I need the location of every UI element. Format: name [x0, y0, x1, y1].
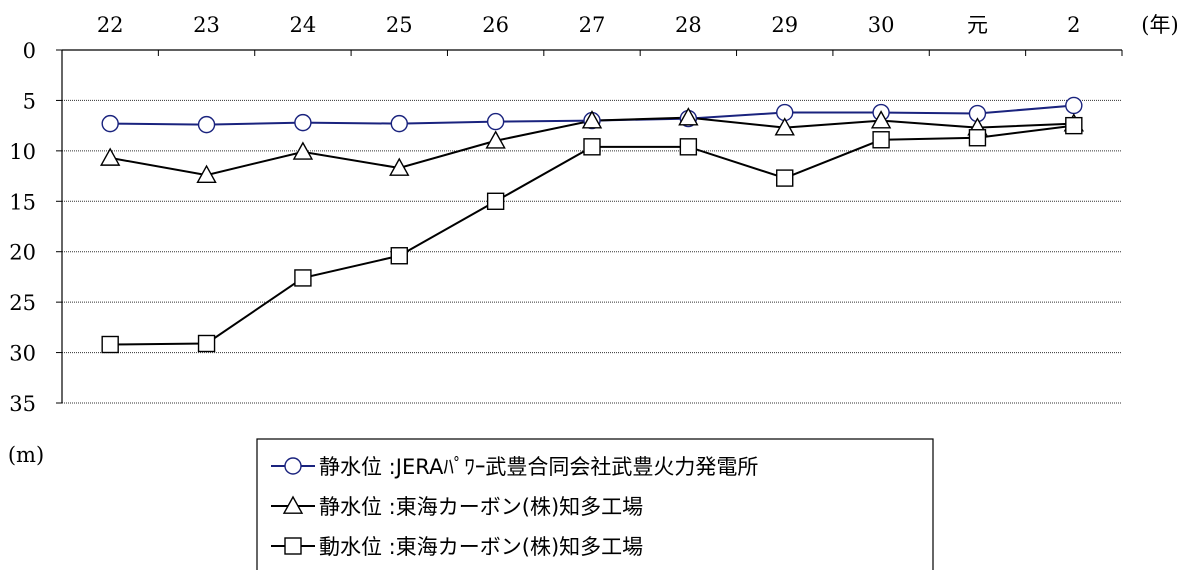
legend-marker-square	[284, 537, 302, 555]
data-point-circle	[101, 114, 119, 133]
legend-box	[256, 438, 934, 570]
legend-label: 静水位 :東海カーボン(株)知多工場	[319, 495, 643, 519]
data-point-triangle	[292, 141, 314, 160]
y-tick-label: 20	[9, 241, 36, 265]
legend-label: 動水位 :東海カーボン(株)知多工場	[319, 535, 643, 559]
x-tick-label: 元	[967, 13, 988, 37]
y-axis-unit: (m)	[8, 443, 44, 467]
data-point-square	[101, 335, 119, 354]
x-tick-label: 22	[97, 13, 124, 37]
y-tick-label: 30	[9, 342, 36, 366]
x-tick-label: 29	[771, 13, 798, 37]
data-point-square	[197, 334, 216, 353]
y-tick-label: 0	[23, 39, 36, 63]
data-point-square	[679, 138, 698, 156]
x-tick-labels: 22 23 24 25 26 27 28 29 30 元 2	[97, 13, 1081, 37]
data-point-square	[1065, 116, 1083, 135]
data-point-triangle	[99, 147, 121, 166]
y-tick-label: 10	[9, 140, 36, 164]
data-point-square	[776, 169, 794, 187]
y-tick-label: 15	[9, 190, 36, 214]
data-point-triangle	[870, 110, 892, 129]
legend-label: 静水位 :JERAﾊﾟﾜｰ武豊合同会社武豊火力発電所	[319, 455, 758, 479]
data-point-circle	[197, 115, 216, 134]
data-point-triangle	[678, 107, 699, 126]
x-tick-label: 30	[868, 13, 895, 37]
data-point-circle	[1065, 96, 1083, 115]
data-point-square	[294, 269, 312, 287]
data-point-square	[968, 129, 987, 147]
data-point-circle	[294, 113, 312, 132]
axes	[56, 49, 1123, 404]
y-tick-label: 5	[23, 89, 36, 113]
data-point-square	[583, 138, 601, 156]
data-point-triangle	[774, 117, 795, 136]
data-point-triangle	[389, 157, 410, 176]
data-point-square	[390, 247, 408, 265]
x-tick-label: 27	[579, 13, 606, 37]
data-point-square	[872, 131, 890, 149]
x-tick-label: 26	[482, 13, 509, 37]
x-tick-label: 24	[290, 13, 317, 37]
x-tick-label: 2	[1067, 13, 1080, 37]
x-tick-label: 23	[193, 13, 220, 37]
series-line-square	[110, 124, 1074, 346]
data-point-triangle	[196, 164, 217, 183]
data-point-triangle	[581, 110, 603, 129]
data-point-circle	[390, 114, 408, 133]
data-point-triangle	[485, 130, 506, 149]
legend-marker-circle	[284, 457, 302, 475]
y-tick-labels: 0 5 10 15 20 25 30 35	[9, 39, 36, 416]
data-point-square	[486, 192, 505, 210]
x-tick-label: 28	[675, 13, 702, 37]
x-tick-label: 25	[386, 13, 413, 37]
series-group	[99, 96, 1085, 354]
x-axis-unit: (年)	[1141, 13, 1178, 37]
y-tick-label: 25	[9, 291, 36, 315]
legend-marker-triangle	[282, 495, 304, 514]
data-point-circle	[486, 112, 505, 131]
y-tick-label: 35	[9, 392, 36, 416]
